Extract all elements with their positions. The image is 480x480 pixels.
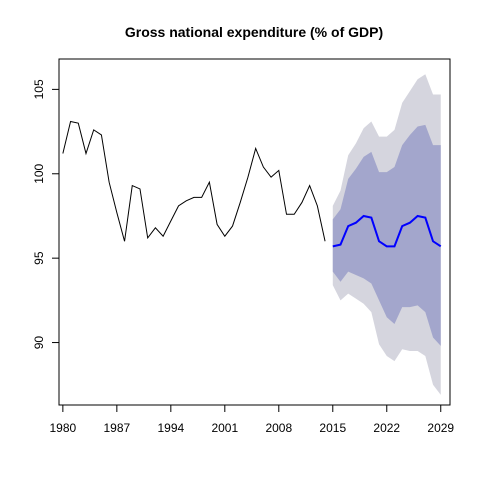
x-tick-label: 2008 [265, 421, 292, 435]
chart-title: Gross national expenditure (% of GDP) [125, 24, 383, 40]
y-tick-label: 105 [32, 79, 46, 99]
prediction-intervals [332, 74, 441, 395]
x-tick-label: 1980 [50, 421, 77, 435]
x-tick-label: 2029 [427, 421, 454, 435]
data-lines [62, 120, 442, 248]
x-axis: 1980 1987 1994 2001 2008 2015 2022 2029 [50, 404, 454, 435]
x-tick-label: 2015 [319, 421, 346, 435]
x-tick-label: 1987 [103, 421, 130, 435]
band-80 [332, 124, 441, 346]
y-tick-label: 95 [32, 251, 46, 265]
y-tick-label: 100 [32, 163, 46, 183]
history-line [62, 120, 326, 242]
y-axis: 90 95 100 105 [32, 79, 60, 350]
forecast-line [332, 214, 442, 248]
x-tick-label: 2001 [211, 421, 238, 435]
x-tick-label: 2022 [373, 421, 400, 435]
x-tick-label: 1994 [157, 421, 184, 435]
y-tick-label: 90 [32, 336, 46, 350]
